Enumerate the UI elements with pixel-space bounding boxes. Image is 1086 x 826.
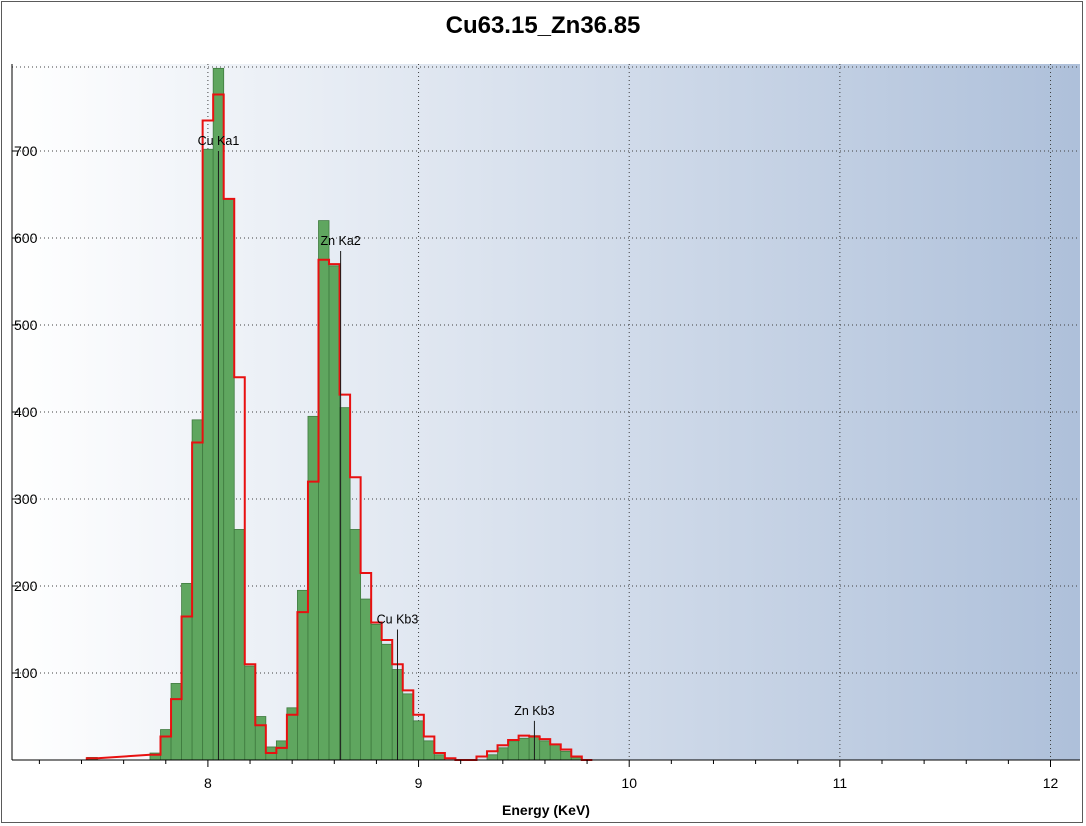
histogram-bar xyxy=(170,683,182,761)
y-tick-label: 300 xyxy=(14,491,38,507)
y-tick-label: 400 xyxy=(14,404,38,420)
outline-series-line xyxy=(85,93,593,761)
annotation-label: Zn Kb3 xyxy=(514,704,554,718)
x-tick-label: 9 xyxy=(415,775,423,791)
histogram-bar xyxy=(339,407,351,761)
y-tick-label: 600 xyxy=(14,230,38,246)
histogram-bar xyxy=(181,582,193,761)
histogram-bar xyxy=(328,265,340,761)
y-tick-label: 100 xyxy=(14,665,38,681)
histogram-bar xyxy=(412,720,425,761)
histogram-bar xyxy=(233,529,246,761)
x-tick-label: 11 xyxy=(833,775,848,791)
chart-title: Cu63.15_Zn36.85 xyxy=(445,12,641,39)
histogram-bar xyxy=(160,729,172,761)
histogram-bar xyxy=(254,716,267,761)
histogram-bar xyxy=(223,198,235,761)
x-tick-label: 10 xyxy=(621,775,637,791)
histogram-bar xyxy=(297,589,309,761)
histogram-bar xyxy=(381,643,393,761)
histogram-bar xyxy=(318,220,330,761)
histogram-bar xyxy=(244,665,256,761)
annotation-label: Cu Ka1 xyxy=(198,134,240,148)
histogram-bar xyxy=(539,740,551,761)
histogram-bar xyxy=(433,754,446,761)
annotation-label: Cu Kb3 xyxy=(377,613,419,627)
histogram-bar xyxy=(518,737,530,761)
histogram-bar xyxy=(370,623,383,761)
y-tick-label: 200 xyxy=(14,578,38,594)
histogram-bar xyxy=(423,740,435,761)
histogram-bar xyxy=(507,740,520,761)
annotation-label: Zn Ka2 xyxy=(320,234,360,248)
histogram-bar xyxy=(202,148,214,761)
x-tick-label: 12 xyxy=(1043,775,1059,791)
x-axis-title: Energy (KeV) xyxy=(502,802,590,818)
histogram-bar xyxy=(402,693,414,761)
histogram-bar xyxy=(486,754,498,761)
histogram-bar xyxy=(497,747,509,761)
histogram-bar xyxy=(360,598,372,761)
histogram-bar xyxy=(560,750,572,761)
histogram-bar xyxy=(275,740,288,761)
y-tick-label: 700 xyxy=(14,143,38,159)
histogram-bar xyxy=(191,419,204,761)
histogram-bar xyxy=(549,743,562,761)
histogram-bar xyxy=(349,529,362,761)
x-tick-label: 8 xyxy=(204,775,212,791)
histogram-bar xyxy=(307,415,319,761)
y-tick-label: 500 xyxy=(14,317,38,333)
